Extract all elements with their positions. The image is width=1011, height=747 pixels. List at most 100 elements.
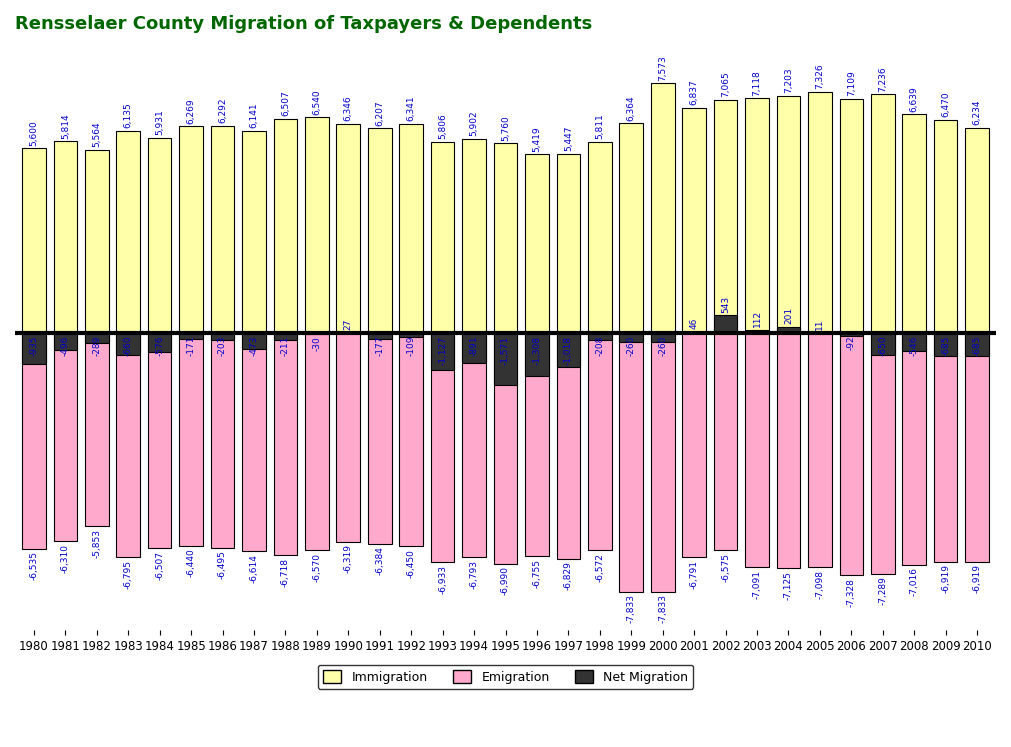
Text: -6,575: -6,575 — [721, 553, 730, 582]
Text: 6,639: 6,639 — [910, 86, 919, 111]
Text: 7,203: 7,203 — [784, 67, 793, 93]
Bar — [493, 143, 518, 333]
Text: -208: -208 — [595, 336, 605, 356]
Bar — [399, 333, 423, 337]
Text: 6,470: 6,470 — [941, 91, 950, 117]
Bar — [808, 333, 832, 568]
Text: -6,919: -6,919 — [941, 564, 950, 593]
Text: 6,507: 6,507 — [281, 90, 290, 116]
Bar — [179, 333, 203, 546]
Bar — [903, 114, 926, 333]
Text: -685: -685 — [941, 336, 950, 356]
Bar — [620, 333, 643, 592]
Bar — [776, 326, 801, 333]
Bar — [54, 333, 77, 542]
Text: 7,065: 7,065 — [721, 72, 730, 98]
Bar — [651, 84, 674, 333]
Bar — [148, 333, 172, 548]
Bar — [966, 128, 989, 333]
Text: -7,125: -7,125 — [784, 571, 793, 600]
Text: -660: -660 — [123, 336, 132, 356]
Bar — [368, 128, 391, 333]
Text: 6,540: 6,540 — [312, 89, 321, 115]
Text: 7,573: 7,573 — [658, 55, 667, 81]
Bar — [934, 333, 957, 562]
Text: 7,236: 7,236 — [879, 66, 888, 92]
Bar — [682, 333, 706, 557]
Text: -5,853: -5,853 — [92, 529, 101, 558]
Text: -92: -92 — [847, 336, 856, 350]
Text: -891: -891 — [469, 336, 478, 356]
Bar — [243, 333, 266, 551]
Bar — [714, 315, 737, 333]
Text: 6,207: 6,207 — [375, 100, 384, 125]
Bar — [462, 333, 486, 362]
Text: -289: -289 — [92, 336, 101, 356]
Text: -6,450: -6,450 — [406, 548, 416, 577]
Bar — [431, 333, 454, 371]
Text: -211: -211 — [281, 336, 290, 356]
Bar — [462, 138, 486, 333]
Bar — [462, 333, 486, 557]
Bar — [557, 154, 580, 333]
Bar — [243, 131, 266, 333]
Text: -6,718: -6,718 — [281, 557, 290, 586]
Text: -473: -473 — [250, 336, 259, 356]
Text: 5,419: 5,419 — [533, 126, 542, 152]
Bar — [714, 100, 737, 333]
Bar — [337, 333, 360, 542]
Bar — [54, 141, 77, 333]
Legend: Immigration, Emigration, Net Migration: Immigration, Emigration, Net Migration — [317, 665, 694, 689]
Bar — [682, 332, 706, 333]
Bar — [210, 125, 235, 333]
Bar — [85, 149, 108, 333]
Text: -6,319: -6,319 — [344, 545, 353, 574]
Bar — [966, 333, 989, 356]
Bar — [588, 141, 612, 333]
Text: 5,447: 5,447 — [564, 125, 573, 151]
Bar — [274, 333, 297, 340]
Bar — [903, 333, 926, 565]
Text: -260: -260 — [658, 336, 667, 356]
Text: 6,135: 6,135 — [123, 102, 132, 128]
Text: 543: 543 — [721, 296, 730, 313]
Bar — [54, 333, 77, 350]
Bar — [871, 333, 895, 574]
Bar — [808, 92, 832, 333]
Bar — [588, 333, 612, 550]
Bar — [525, 155, 549, 333]
Bar — [745, 99, 768, 333]
Text: -30: -30 — [312, 336, 321, 350]
Bar — [839, 333, 863, 336]
Bar — [22, 149, 45, 333]
Bar — [116, 131, 140, 333]
Text: -6,440: -6,440 — [187, 548, 195, 577]
Text: -6,793: -6,793 — [469, 560, 478, 589]
Text: 6,837: 6,837 — [690, 79, 699, 105]
Bar — [431, 333, 454, 562]
Text: 6,341: 6,341 — [406, 96, 416, 121]
Bar — [839, 333, 863, 575]
Text: -6,614: -6,614 — [250, 554, 259, 583]
Text: 5,760: 5,760 — [501, 115, 510, 140]
Bar — [368, 333, 391, 339]
Bar — [745, 333, 768, 567]
Bar — [871, 333, 895, 355]
Bar — [557, 333, 580, 367]
Bar — [274, 119, 297, 333]
Bar — [839, 99, 863, 333]
Bar — [431, 142, 454, 333]
Bar — [934, 120, 957, 333]
Text: 5,931: 5,931 — [155, 109, 164, 135]
Text: 5,902: 5,902 — [469, 111, 478, 136]
Bar — [85, 333, 108, 343]
Text: -7,016: -7,016 — [910, 567, 919, 596]
Bar — [399, 333, 423, 546]
Text: 27: 27 — [344, 318, 353, 329]
Bar — [620, 123, 643, 333]
Bar — [493, 333, 518, 385]
Text: -576: -576 — [155, 336, 164, 356]
Text: 6,269: 6,269 — [187, 98, 195, 124]
Text: 6,141: 6,141 — [250, 102, 259, 128]
Text: 5,806: 5,806 — [438, 114, 447, 139]
